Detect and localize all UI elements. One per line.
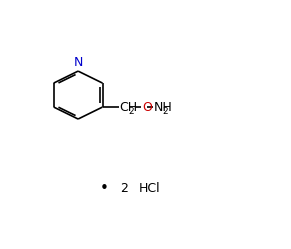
Text: 2: 2 xyxy=(120,182,128,194)
Text: 2: 2 xyxy=(162,107,168,116)
Text: CH: CH xyxy=(119,101,138,114)
Text: HCl: HCl xyxy=(138,182,160,194)
Text: NH: NH xyxy=(154,101,173,114)
Text: O: O xyxy=(142,101,152,114)
Text: 2: 2 xyxy=(128,107,134,116)
Text: •: • xyxy=(100,181,109,195)
Text: N: N xyxy=(73,56,83,69)
